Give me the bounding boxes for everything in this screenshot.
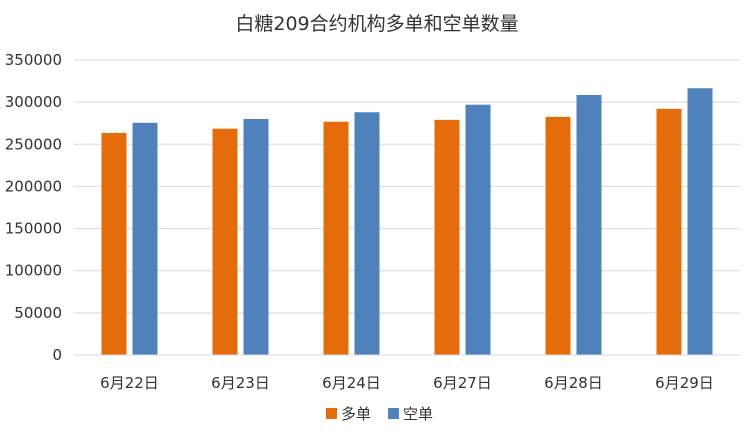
bar-short-5 [687, 88, 713, 355]
y-tick-label: 50000 [14, 304, 62, 322]
bar-short-1 [243, 119, 269, 355]
legend: 多单 空单 [326, 405, 433, 423]
y-tick-label: 250000 [5, 135, 62, 153]
legend-swatch [388, 408, 399, 419]
y-tick-label: 200000 [5, 177, 62, 195]
x-tick-label: 6月22日 [100, 374, 159, 392]
bar-long-1 [212, 128, 238, 355]
chart-title: 白糖209合约机构多单和空单数量 [235, 13, 518, 35]
x-tick-label: 6月23日 [211, 374, 270, 392]
x-tick-label: 6月24日 [322, 374, 381, 392]
bar-long-4 [545, 116, 571, 356]
bars [101, 88, 713, 356]
bar-short-4 [576, 94, 602, 355]
bar-long-3 [434, 119, 460, 355]
y-tick-label: 300000 [5, 93, 62, 111]
y-tick-label: 350000 [5, 51, 62, 69]
bar-long-0 [101, 132, 127, 355]
bar-long-5 [656, 108, 682, 355]
bar-short-2 [354, 112, 380, 355]
x-tick-label: 6月29日 [655, 374, 714, 392]
x-axis-ticks: 6月22日 6月23日 6月24日 6月27日 6月28日 6月29日 [100, 374, 714, 392]
y-tick-label: 100000 [5, 262, 62, 280]
x-tick-label: 6月27日 [433, 374, 492, 392]
y-tick-label: 150000 [5, 220, 62, 238]
bar-long-2 [323, 121, 349, 355]
bar-short-3 [465, 104, 491, 356]
legend-label: 空单 [403, 405, 433, 423]
bar-short-0 [132, 122, 158, 356]
y-axis-ticks: 0 50000 100000 150000 200000 250000 300000 3500… [5, 51, 62, 364]
x-tick-label: 6月28日 [544, 374, 603, 392]
legend-swatch [326, 408, 337, 419]
gridlines [74, 59, 740, 314]
y-tick-label: 0 [52, 346, 62, 364]
legend-label: 多单 [341, 405, 371, 423]
